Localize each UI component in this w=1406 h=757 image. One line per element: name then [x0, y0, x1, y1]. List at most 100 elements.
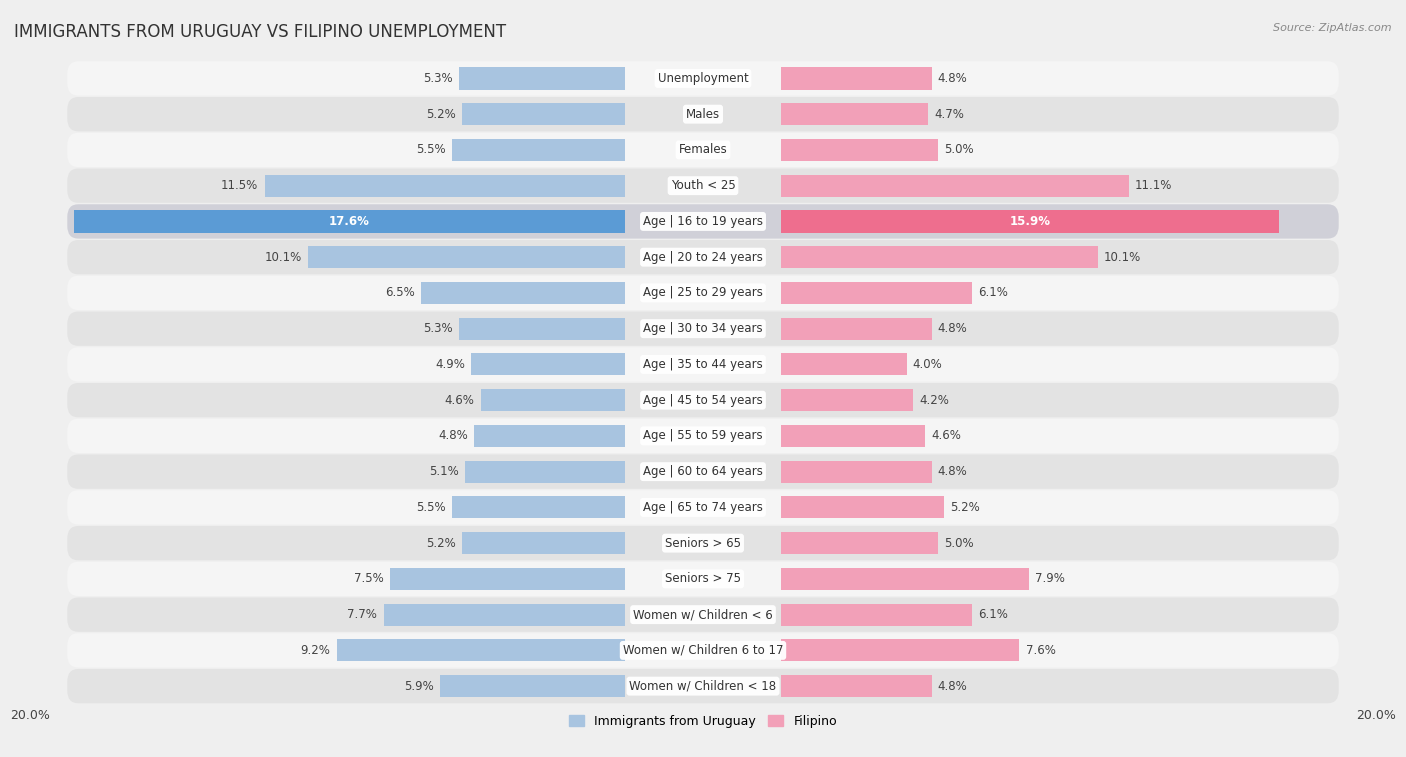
Text: 7.9%: 7.9%	[1035, 572, 1064, 585]
Text: 15.9%: 15.9%	[1010, 215, 1050, 228]
Text: Age | 45 to 54 years: Age | 45 to 54 years	[643, 394, 763, 407]
Text: Age | 20 to 24 years: Age | 20 to 24 years	[643, 251, 763, 263]
Text: 5.2%: 5.2%	[426, 107, 456, 120]
FancyBboxPatch shape	[67, 669, 1339, 703]
FancyBboxPatch shape	[67, 347, 1339, 382]
Bar	[481, 389, 624, 411]
Bar	[453, 139, 624, 161]
Text: 5.9%: 5.9%	[404, 680, 433, 693]
Bar	[782, 139, 938, 161]
Bar	[782, 532, 938, 554]
Text: 4.8%: 4.8%	[439, 429, 468, 442]
Bar	[453, 497, 624, 519]
Text: 10.1%: 10.1%	[264, 251, 302, 263]
Text: 9.2%: 9.2%	[301, 644, 330, 657]
Text: Age | 65 to 74 years: Age | 65 to 74 years	[643, 501, 763, 514]
Text: 7.7%: 7.7%	[347, 608, 377, 621]
Text: 4.9%: 4.9%	[434, 358, 465, 371]
FancyBboxPatch shape	[67, 562, 1339, 596]
Text: 4.8%: 4.8%	[938, 465, 967, 478]
Text: 4.0%: 4.0%	[912, 358, 942, 371]
Text: 4.2%: 4.2%	[920, 394, 949, 407]
Bar	[461, 532, 624, 554]
Text: 6.1%: 6.1%	[979, 286, 1008, 300]
Text: 5.5%: 5.5%	[416, 501, 446, 514]
Bar	[782, 246, 1098, 268]
Text: 4.7%: 4.7%	[935, 107, 965, 120]
Text: 4.6%: 4.6%	[444, 394, 474, 407]
Bar	[782, 460, 932, 483]
FancyBboxPatch shape	[67, 633, 1339, 668]
Bar	[782, 497, 945, 519]
Bar	[389, 568, 624, 590]
Bar	[458, 67, 624, 89]
Bar	[782, 603, 973, 626]
Bar	[461, 103, 624, 125]
Bar	[782, 282, 973, 304]
Text: 6.1%: 6.1%	[979, 608, 1008, 621]
FancyBboxPatch shape	[67, 169, 1339, 203]
Text: 4.8%: 4.8%	[938, 72, 967, 85]
Text: 4.8%: 4.8%	[938, 680, 967, 693]
Bar	[471, 354, 624, 375]
Text: 6.5%: 6.5%	[385, 286, 415, 300]
Bar	[782, 175, 1129, 197]
Text: 5.2%: 5.2%	[950, 501, 980, 514]
Bar	[782, 675, 932, 697]
Text: 5.1%: 5.1%	[429, 465, 458, 478]
Text: Women w/ Children 6 to 17: Women w/ Children 6 to 17	[623, 644, 783, 657]
Text: Age | 35 to 44 years: Age | 35 to 44 years	[643, 358, 763, 371]
FancyBboxPatch shape	[67, 61, 1339, 95]
FancyBboxPatch shape	[67, 454, 1339, 489]
Text: Women w/ Children < 18: Women w/ Children < 18	[630, 680, 776, 693]
Text: 5.0%: 5.0%	[945, 537, 974, 550]
FancyBboxPatch shape	[67, 491, 1339, 525]
Bar	[782, 354, 907, 375]
Bar	[782, 67, 932, 89]
Bar	[422, 282, 624, 304]
Text: 11.5%: 11.5%	[221, 179, 259, 192]
Text: Source: ZipAtlas.com: Source: ZipAtlas.com	[1274, 23, 1392, 33]
Text: Youth < 25: Youth < 25	[671, 179, 735, 192]
Bar	[782, 318, 932, 340]
Text: IMMIGRANTS FROM URUGUAY VS FILIPINO UNEMPLOYMENT: IMMIGRANTS FROM URUGUAY VS FILIPINO UNEM…	[14, 23, 506, 41]
Bar	[782, 425, 925, 447]
Text: 4.6%: 4.6%	[932, 429, 962, 442]
FancyBboxPatch shape	[67, 312, 1339, 346]
Text: Seniors > 65: Seniors > 65	[665, 537, 741, 550]
Text: 4.8%: 4.8%	[938, 322, 967, 335]
Bar	[782, 389, 912, 411]
Text: 5.5%: 5.5%	[416, 143, 446, 157]
Bar	[384, 603, 624, 626]
Text: Males: Males	[686, 107, 720, 120]
FancyBboxPatch shape	[67, 597, 1339, 632]
Bar	[782, 210, 1279, 232]
Bar	[782, 103, 928, 125]
Bar	[782, 640, 1019, 662]
Bar	[440, 675, 624, 697]
Text: Age | 60 to 64 years: Age | 60 to 64 years	[643, 465, 763, 478]
Text: Age | 55 to 59 years: Age | 55 to 59 years	[643, 429, 763, 442]
Text: 17.6%: 17.6%	[329, 215, 370, 228]
Bar	[264, 175, 624, 197]
Text: 11.1%: 11.1%	[1135, 179, 1173, 192]
Bar	[308, 246, 624, 268]
Text: Age | 16 to 19 years: Age | 16 to 19 years	[643, 215, 763, 228]
Bar	[782, 568, 1029, 590]
FancyBboxPatch shape	[67, 204, 1339, 238]
Text: Age | 25 to 29 years: Age | 25 to 29 years	[643, 286, 763, 300]
Text: Females: Females	[679, 143, 727, 157]
Bar	[458, 318, 624, 340]
Bar	[474, 425, 624, 447]
FancyBboxPatch shape	[67, 132, 1339, 167]
FancyBboxPatch shape	[67, 240, 1339, 274]
Legend: Immigrants from Uruguay, Filipino: Immigrants from Uruguay, Filipino	[564, 710, 842, 733]
Text: 10.1%: 10.1%	[1104, 251, 1142, 263]
Text: 7.5%: 7.5%	[354, 572, 384, 585]
Bar	[465, 460, 624, 483]
Text: 5.3%: 5.3%	[423, 72, 453, 85]
Text: Unemployment: Unemployment	[658, 72, 748, 85]
Text: 5.2%: 5.2%	[426, 537, 456, 550]
FancyBboxPatch shape	[67, 276, 1339, 310]
Bar	[73, 210, 624, 232]
